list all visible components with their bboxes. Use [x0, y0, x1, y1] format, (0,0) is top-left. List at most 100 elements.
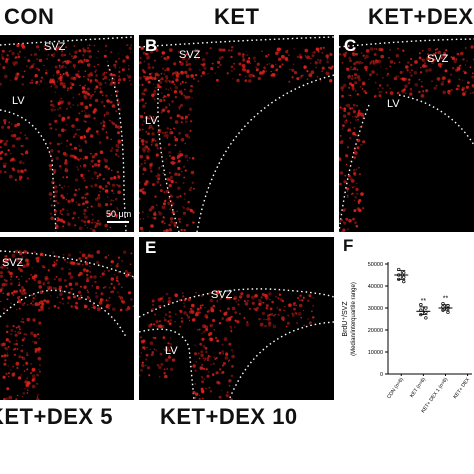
fluorescent-cell	[30, 362, 33, 365]
fluorescent-cell	[80, 294, 83, 297]
fluorescent-cell	[201, 380, 204, 384]
fluorescent-cell	[209, 337, 213, 341]
fluorescent-cell	[351, 75, 353, 77]
fluorescent-cell	[198, 311, 201, 314]
scale-bar	[107, 221, 129, 223]
fluorescent-cell	[59, 100, 64, 105]
fluorescent-cell	[7, 270, 11, 274]
fluorescent-cell	[462, 79, 464, 81]
fluorescent-cell	[156, 147, 159, 150]
fluorescent-cell	[221, 371, 225, 374]
fluorescent-cell	[3, 354, 7, 358]
fluorescent-cell	[13, 290, 16, 293]
fluorescent-cell	[182, 292, 184, 294]
fluorescent-cell	[261, 311, 265, 315]
fluorescent-cell	[29, 81, 32, 84]
fluorescent-cell	[26, 377, 29, 380]
fluorescent-cell	[409, 92, 413, 96]
fluorescent-cell	[97, 133, 99, 135]
fluorescent-cell	[129, 274, 132, 277]
fluorescent-cell	[86, 289, 89, 291]
fluorescent-cell	[359, 86, 362, 88]
fluorescent-cell	[56, 216, 59, 219]
fluorescent-cell	[81, 61, 84, 64]
fluorescent-cell	[256, 62, 260, 66]
fluorescent-cell	[148, 374, 151, 377]
fluorescent-cell	[83, 120, 85, 122]
fluorescent-cell	[36, 398, 40, 400]
fluorescent-cell	[267, 53, 270, 56]
fluorescent-cell	[72, 104, 74, 106]
fluorescent-cell	[167, 143, 171, 146]
fluorescent-cell	[56, 81, 59, 83]
fluorescent-cell	[50, 127, 53, 130]
fluorescent-cell	[6, 267, 9, 269]
fluorescent-cell	[389, 48, 392, 51]
fluorescent-cell	[40, 305, 44, 309]
fluorescent-cell	[299, 299, 301, 302]
fluorescent-cell	[111, 82, 114, 85]
x-tick-label: CON (n=6)	[386, 376, 405, 400]
y-tick-label: 0	[380, 372, 383, 378]
fluorescent-cell	[17, 257, 20, 260]
fluorescent-cell	[204, 325, 209, 329]
fluorescent-cell	[54, 190, 59, 194]
fluorescent-cell	[14, 330, 17, 333]
fluorescent-cell	[34, 350, 37, 353]
fluorescent-cell	[463, 71, 467, 75]
fluorescent-cell	[54, 287, 57, 290]
fluorescent-cell	[167, 342, 170, 345]
fluorescent-cell	[101, 127, 105, 131]
fluorescent-cell	[19, 261, 23, 264]
fluorescent-cell	[3, 398, 6, 400]
fluorescent-cell	[110, 199, 113, 202]
fluorescent-cell	[77, 273, 81, 277]
fluorescent-cell	[198, 397, 201, 400]
fluorescent-cell	[356, 68, 359, 71]
fluorescent-cell	[83, 59, 87, 63]
fluorescent-cell	[458, 65, 461, 67]
micrograph-panel-b: B SVZ LV	[139, 35, 334, 232]
fluorescent-cell	[92, 93, 94, 96]
fluorescent-cell	[225, 296, 229, 300]
fluorescent-cell	[115, 124, 118, 127]
fluorescent-cell	[369, 73, 372, 77]
fluorescent-cell	[16, 72, 20, 76]
fluorescent-cell	[146, 346, 148, 349]
fluorescent-cell	[295, 313, 298, 315]
fluorescent-cell	[376, 73, 379, 76]
fluorescent-cell	[150, 143, 153, 146]
fluorescent-cell	[114, 123, 117, 126]
fluorescent-cell	[127, 305, 130, 308]
fluorescent-cell	[62, 225, 65, 228]
fluorescent-cell	[163, 222, 166, 225]
fluorescent-cell	[5, 258, 9, 263]
fluorescent-cell	[106, 136, 109, 139]
fluorescent-cell	[167, 320, 170, 323]
fluorescent-cell	[50, 103, 53, 106]
fluorescent-cell	[11, 130, 13, 133]
fluorescent-cell	[246, 69, 250, 73]
fluorescent-cell	[302, 296, 305, 299]
fluorescent-cell	[223, 337, 228, 342]
fluorescent-cell	[244, 79, 247, 83]
fluorescent-cell	[52, 263, 56, 267]
fluorescent-cell	[154, 337, 157, 340]
fluorescent-cell	[353, 66, 357, 71]
data-point	[419, 308, 423, 312]
fluorescent-cell	[109, 304, 112, 306]
fluorescent-cell	[94, 183, 98, 187]
fluorescent-cell	[96, 175, 100, 178]
fluorescent-cell	[427, 47, 432, 52]
fluorescent-cell	[187, 95, 191, 99]
fluorescent-cell	[95, 152, 98, 156]
fluorescent-cell	[293, 304, 295, 307]
fluorescent-cell	[90, 184, 94, 188]
fluorescent-cell	[94, 280, 97, 284]
fluorescent-cell	[61, 208, 65, 211]
fluorescent-cell	[96, 250, 101, 254]
fluorescent-cell	[304, 55, 307, 57]
fluorescent-cell	[89, 298, 92, 301]
fluorescent-cell	[139, 154, 144, 159]
fluorescent-cell	[61, 187, 63, 189]
